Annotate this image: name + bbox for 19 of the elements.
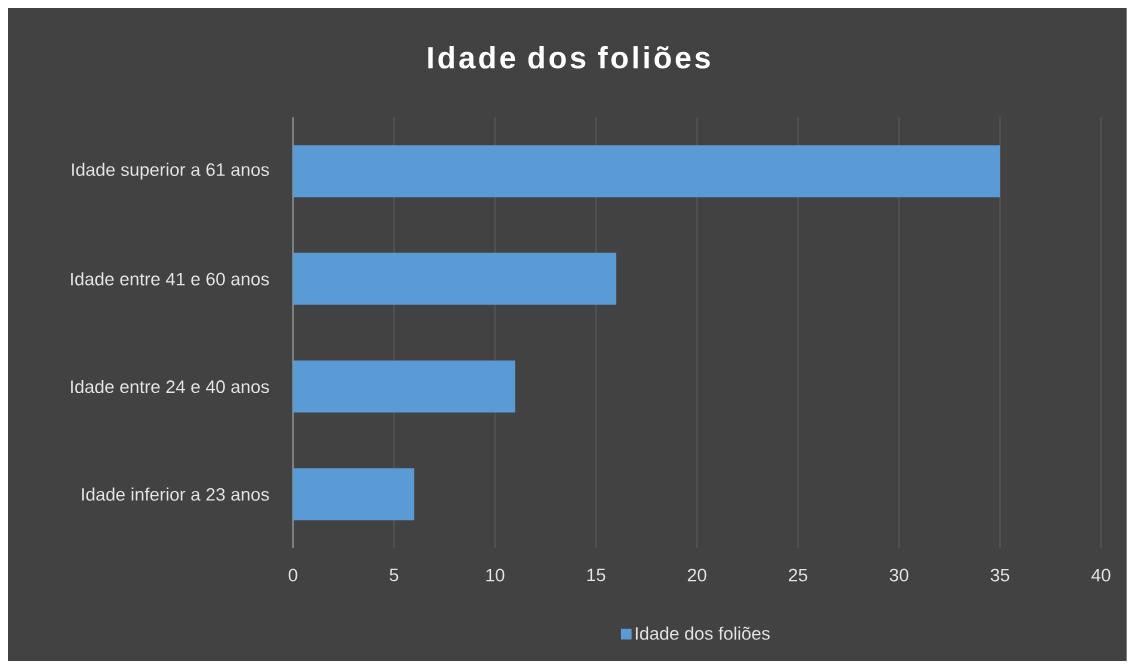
y-tick-label: Idade inferior a 23 anos [82,487,269,501]
x-tick-label: 30 [889,568,909,582]
y-tick-label: Idade superior a 61 anos [72,162,269,180]
y-tick-label: Idade entre 41 e 60 anos [71,272,269,286]
y-tick-label: Idade entre 24 e 40 anos [71,379,269,394]
x-tick-label: 10 [486,568,505,582]
bar [293,252,617,305]
legend-label: Idade dos foliões [635,626,770,640]
x-tick-label: 20 [687,568,707,582]
bar [293,468,415,521]
x-tick-label: 25 [788,568,808,582]
chart-title: Idade dos foliões [428,46,710,69]
x-tick-label: 0 [288,568,298,582]
bar [293,360,516,413]
bar [293,145,1001,198]
x-tick-label: 15 [587,568,606,582]
x-tick-label: 5 [389,568,399,582]
x-tick-label: 40 [1091,568,1111,582]
x-tick-label: 35 [990,568,1010,582]
